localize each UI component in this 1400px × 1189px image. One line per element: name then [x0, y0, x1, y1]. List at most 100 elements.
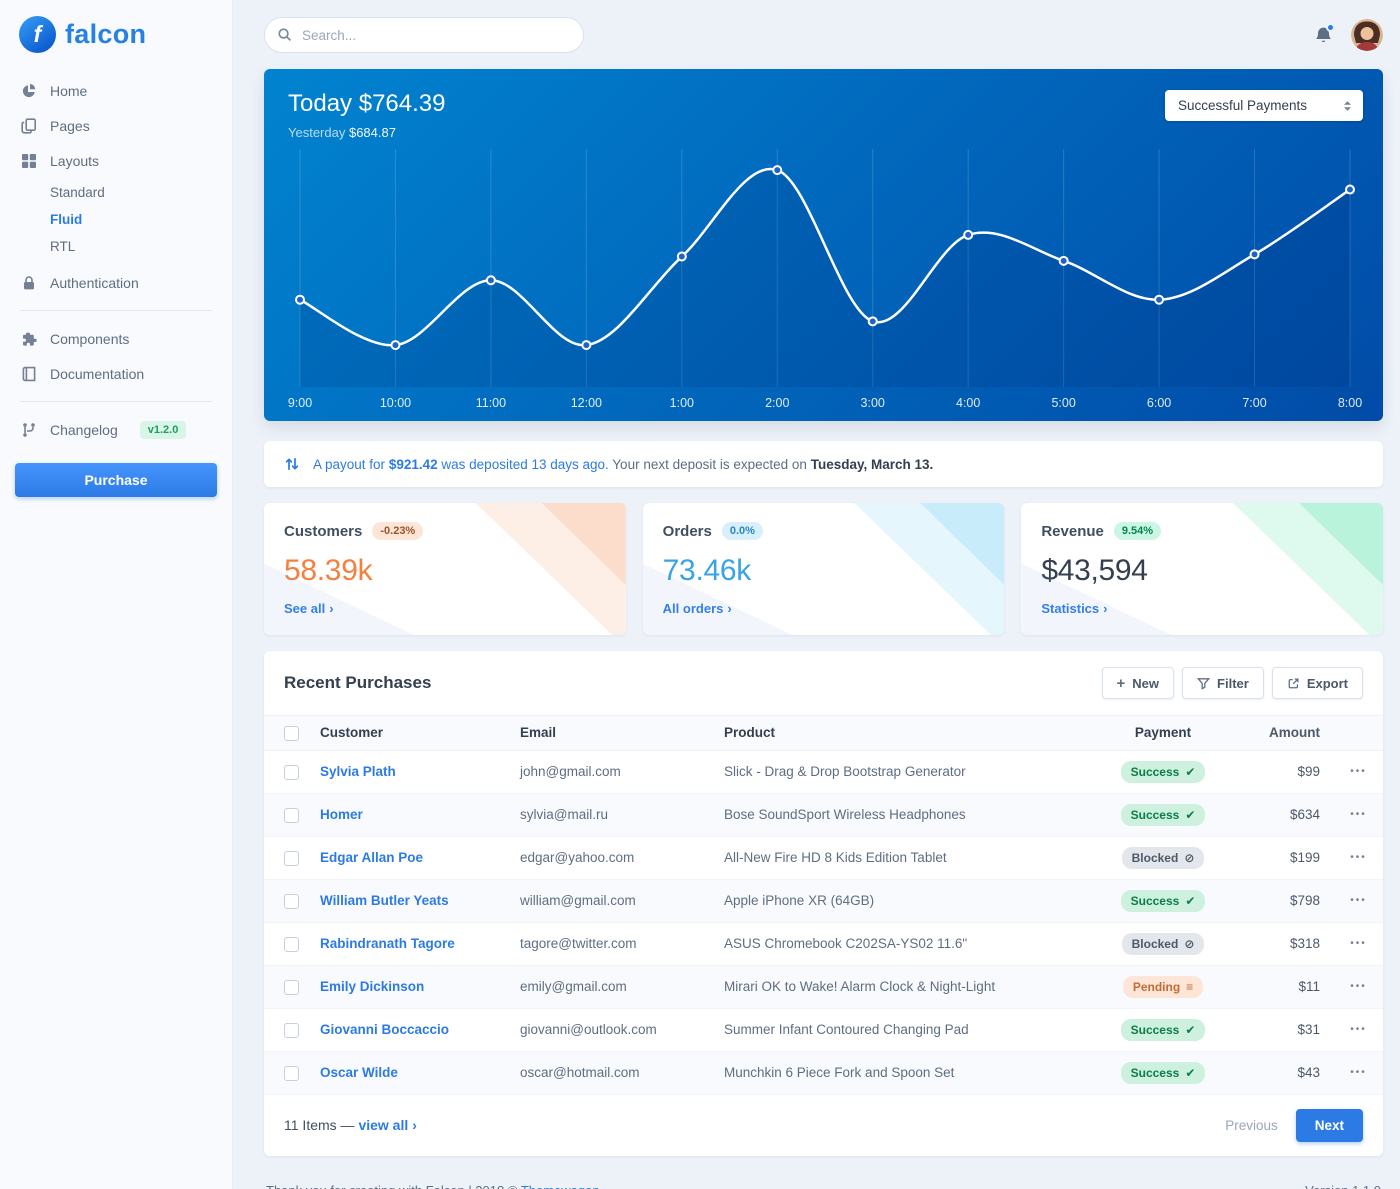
data-point-marker[interactable]: [772, 165, 783, 176]
customer-link[interactable]: Giovanni Boccaccio: [320, 1022, 450, 1038]
next-button[interactable]: Next: [1295, 1108, 1363, 1142]
all-orders-link[interactable]: All orders ›: [662, 601, 732, 616]
customer-link[interactable]: William Butler Yeats: [320, 893, 449, 909]
row-actions-button[interactable]: •••: [1334, 965, 1383, 1009]
row-actions-button[interactable]: •••: [1334, 922, 1383, 966]
sidebar-item-changelog[interactable]: Changelog v1.2.0: [0, 412, 232, 448]
payment-type-select[interactable]: Successful Payments: [1165, 90, 1363, 121]
data-point-marker[interactable]: [485, 275, 496, 286]
row-actions-button[interactable]: •••: [1334, 1051, 1383, 1095]
data-point-marker[interactable]: [581, 340, 592, 351]
data-point-marker[interactable]: [1058, 255, 1069, 266]
select-all-checkbox[interactable]: [284, 725, 299, 741]
sidebar-item-rtl[interactable]: RTL: [50, 239, 76, 254]
see-all-link[interactable]: See all ›: [284, 601, 334, 616]
amount: $199: [1238, 836, 1334, 880]
payout-date: Tuesday, March 13.: [810, 456, 934, 472]
customer-link[interactable]: Edgar Allan Poe: [320, 850, 424, 866]
customer-link[interactable]: Sylvia Plath: [320, 764, 396, 780]
data-point-marker[interactable]: [676, 251, 687, 262]
ellipsis-icon: •••: [1350, 809, 1367, 821]
row-checkbox[interactable]: [284, 893, 299, 909]
brand-logo[interactable]: f falcon: [0, 0, 232, 69]
previous-button[interactable]: Previous: [1225, 1117, 1278, 1133]
row-actions-button[interactable]: •••: [1334, 793, 1383, 837]
customer-link[interactable]: Oscar Wilde: [320, 1065, 398, 1081]
table-footer: 11 Items — view all › Previous Next: [264, 1095, 1383, 1156]
sidebar-item-pages[interactable]: Pages: [0, 108, 232, 143]
notifications-bell-icon[interactable]: [1314, 22, 1335, 45]
x-axis: 9:00 10:00 11:00 12:00 1:00 2:00 3:00 4:00 5:00 6…: [264, 396, 1383, 414]
status-icon: ≡: [1186, 979, 1194, 994]
today-value: $764.39: [358, 90, 446, 117]
row-checkbox[interactable]: [284, 850, 299, 866]
sidebar-item-authentication[interactable]: Authentication: [0, 265, 232, 300]
export-button[interactable]: Export: [1271, 667, 1363, 699]
row-checkbox[interactable]: [284, 1065, 299, 1081]
themewagon-link[interactable]: Themewagon: [521, 1183, 600, 1189]
stat-title: Revenue: [1041, 522, 1104, 540]
orders-card: Orders 0.0% 73.46k All orders ›: [642, 503, 1005, 635]
customer-link[interactable]: Rabindranath Tagore: [320, 936, 455, 952]
x-axis-label: 10:00: [379, 396, 412, 410]
sidebar-item-fluid[interactable]: Fluid: [50, 212, 83, 227]
data-point-marker[interactable]: [1249, 249, 1260, 260]
search-input[interactable]: [264, 17, 584, 53]
sidebar-item-layouts[interactable]: Layouts: [0, 143, 232, 178]
row-checkbox[interactable]: [284, 764, 299, 780]
data-point-marker[interactable]: [295, 294, 305, 305]
row-actions-button[interactable]: •••: [1334, 750, 1383, 794]
user-avatar[interactable]: [1351, 19, 1383, 51]
customer-email: edgar@yahoo.com: [512, 836, 716, 880]
yesterday-value: $684.87: [348, 125, 396, 140]
status-icon: ✔: [1185, 893, 1196, 908]
customer-link[interactable]: Homer: [320, 807, 363, 823]
column-header-amount[interactable]: Amount: [1238, 715, 1334, 751]
exchange-arrows-icon: [284, 456, 300, 472]
statistics-link[interactable]: Statistics ›: [1041, 601, 1108, 616]
table-row: William Butler Yeats william@gmail.com A…: [264, 879, 1383, 923]
data-point-marker[interactable]: [390, 340, 401, 351]
data-point-marker[interactable]: [867, 316, 878, 327]
row-checkbox[interactable]: [284, 807, 299, 823]
sidebar-item-documentation[interactable]: Documentation: [0, 356, 232, 391]
sidebar-item-standard[interactable]: Standard: [50, 185, 105, 200]
row-checkbox[interactable]: [284, 936, 299, 952]
payment-type-selected-value: Successful Payments: [1178, 98, 1308, 113]
sidebar-item-home[interactable]: Home: [0, 73, 232, 108]
row-checkbox[interactable]: [284, 979, 299, 995]
ellipsis-icon: •••: [1350, 895, 1367, 907]
table-row: Sylvia Plath john@gmail.com Slick - Drag…: [264, 750, 1383, 794]
row-checkbox[interactable]: [284, 1022, 299, 1038]
x-axis-label: 2:00: [765, 396, 790, 410]
amount: $99: [1238, 750, 1334, 794]
payout-amount: $921.42: [388, 456, 438, 472]
column-header-payment[interactable]: Payment: [1088, 715, 1238, 751]
new-button[interactable]: + New: [1101, 667, 1175, 699]
view-all-link[interactable]: view all ›: [358, 1117, 417, 1134]
x-axis-label: 4:00: [956, 396, 981, 410]
x-axis-label: 11:00: [475, 396, 507, 410]
product-name: Summer Infant Contoured Changing Pad: [716, 1008, 1088, 1052]
data-point-marker[interactable]: [1345, 184, 1355, 195]
data-point-marker[interactable]: [1154, 294, 1165, 305]
product-name: ASUS Chromebook C202SA-YS02 11.6": [716, 922, 1088, 966]
search-icon: [277, 27, 292, 45]
payout-link[interactable]: A payout for $921.42 was deposited 13 da…: [313, 456, 609, 472]
row-actions-button[interactable]: •••: [1334, 1008, 1383, 1052]
row-actions-button[interactable]: •••: [1334, 879, 1383, 923]
column-header-product[interactable]: Product: [716, 715, 1088, 751]
row-actions-button[interactable]: •••: [1334, 836, 1383, 880]
data-point-marker[interactable]: [963, 229, 974, 240]
payment-status-badge: Success ✔: [1120, 1061, 1206, 1084]
topbar: [264, 17, 1383, 53]
x-axis-label: 3:00: [860, 396, 885, 410]
sidebar-item-components[interactable]: Components: [0, 321, 232, 356]
falcon-logo-icon: f: [19, 16, 56, 53]
column-header-email[interactable]: Email: [512, 715, 716, 751]
purchase-button[interactable]: Purchase: [15, 463, 217, 497]
filter-button[interactable]: Filter: [1182, 667, 1264, 699]
customer-link[interactable]: Emily Dickinson: [320, 979, 425, 995]
sidebar-item-label: Changelog: [50, 422, 118, 438]
column-header-customer[interactable]: Customer: [312, 715, 512, 751]
